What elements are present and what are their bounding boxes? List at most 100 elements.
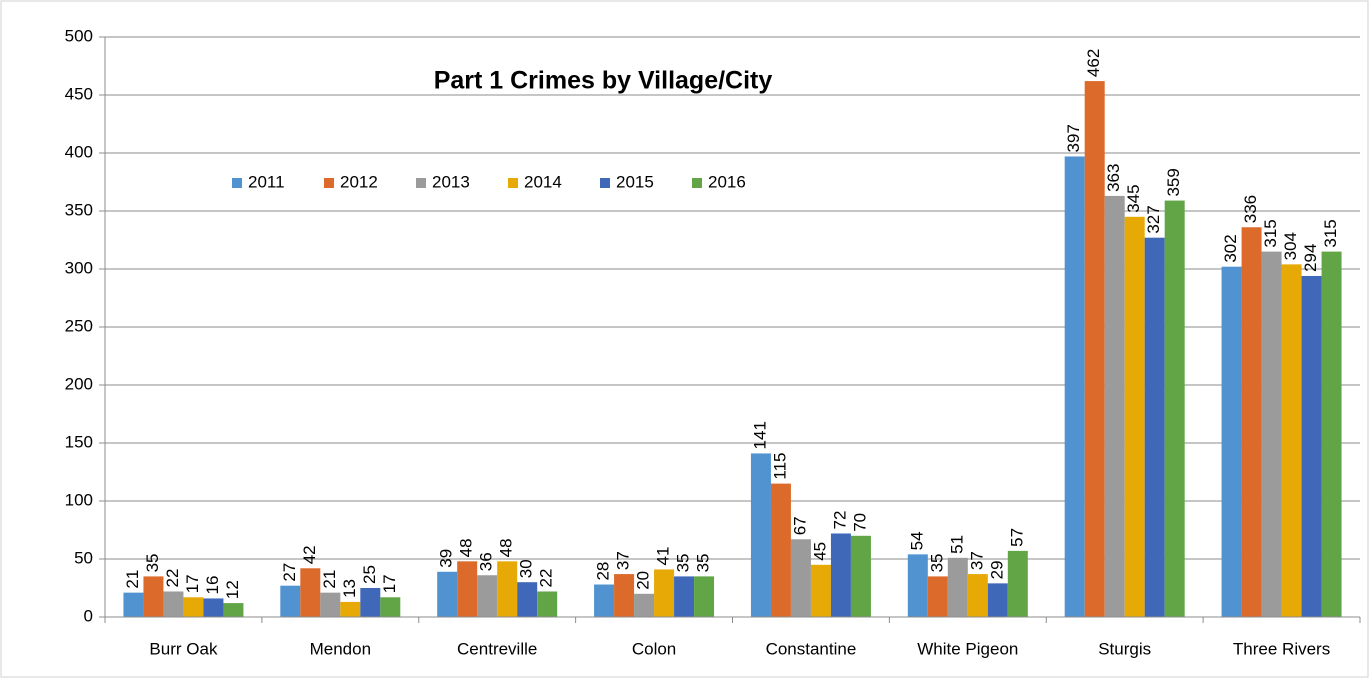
bar — [163, 591, 184, 617]
bar — [750, 453, 771, 617]
data-label: 35 — [927, 553, 946, 572]
bar — [1281, 264, 1302, 617]
bar — [1301, 275, 1322, 617]
bar — [1164, 200, 1185, 617]
data-label: 397 — [1064, 124, 1083, 152]
data-label: 30 — [517, 559, 536, 578]
x-tick-label: Burr Oak — [149, 639, 218, 658]
bar — [1261, 251, 1282, 617]
data-label: 72 — [830, 511, 849, 530]
chart-title: Part 1 Crimes by Village/City — [434, 67, 773, 95]
bar — [300, 568, 321, 617]
bar — [770, 483, 791, 617]
data-label: 37 — [614, 551, 633, 570]
data-label: 29 — [987, 560, 1006, 579]
bar — [1124, 216, 1145, 618]
data-label: 359 — [1164, 168, 1183, 196]
data-label: 51 — [947, 535, 966, 554]
bar — [594, 584, 615, 617]
y-tick-label: 250 — [65, 316, 93, 335]
data-label: 48 — [457, 538, 476, 557]
x-tick-label: Mendon — [310, 639, 371, 658]
y-tick-label: 0 — [84, 606, 93, 625]
data-label: 25 — [360, 565, 379, 584]
bar — [1144, 237, 1165, 617]
data-label: 35 — [694, 553, 713, 572]
bar — [1221, 266, 1242, 617]
y-tick-label: 450 — [65, 84, 93, 103]
data-label: 45 — [810, 542, 829, 561]
legend-swatch — [232, 178, 242, 188]
data-label: 57 — [1007, 528, 1026, 547]
x-tick-label: Colon — [632, 639, 676, 658]
bar — [320, 592, 341, 617]
data-label: 363 — [1104, 164, 1123, 192]
legend-swatch — [508, 178, 518, 188]
y-tick-label: 400 — [65, 142, 93, 161]
data-label: 41 — [654, 547, 673, 566]
legend-swatch — [600, 178, 610, 188]
bar — [810, 564, 831, 617]
data-label: 35 — [674, 553, 693, 572]
data-label: 22 — [163, 569, 182, 588]
x-tick-label: Three Rivers — [1233, 639, 1330, 658]
legend-swatch — [416, 178, 426, 188]
data-label: 35 — [143, 553, 162, 572]
data-label: 327 — [1144, 205, 1163, 233]
x-tick-label: Constantine — [766, 639, 857, 658]
bar — [437, 571, 458, 617]
bar — [497, 561, 518, 617]
data-label: 36 — [477, 552, 496, 571]
data-label: 16 — [203, 576, 222, 595]
data-label: 302 — [1221, 234, 1240, 262]
bar — [143, 576, 164, 617]
bar — [967, 574, 988, 617]
bar — [790, 539, 811, 617]
data-label: 54 — [907, 531, 926, 550]
legend-swatch — [692, 178, 702, 188]
data-label: 21 — [123, 570, 142, 589]
y-tick-label: 200 — [65, 374, 93, 393]
bar — [457, 561, 478, 617]
bar — [1084, 81, 1105, 617]
bar — [517, 582, 538, 617]
bar — [340, 601, 361, 617]
legend-swatch — [324, 178, 334, 188]
y-tick-label: 100 — [65, 490, 93, 509]
data-label: 28 — [594, 562, 613, 581]
data-label: 17 — [380, 574, 399, 593]
legend-label: 2012 — [340, 172, 378, 191]
data-label: 21 — [320, 570, 339, 589]
bar — [183, 597, 204, 617]
legend-label: 2011 — [248, 172, 285, 191]
data-label: 315 — [1321, 219, 1340, 247]
x-tick-label: White Pigeon — [917, 639, 1018, 658]
data-label: 294 — [1301, 244, 1320, 272]
data-label: 42 — [300, 545, 319, 564]
data-label: 17 — [183, 574, 202, 593]
bar — [1064, 156, 1085, 618]
data-label: 39 — [437, 549, 456, 568]
data-label: 22 — [537, 569, 556, 588]
bar — [537, 591, 558, 617]
bar — [477, 575, 498, 617]
bar — [223, 603, 244, 617]
bar — [203, 598, 224, 617]
bar — [947, 557, 968, 617]
data-label: 141 — [750, 421, 769, 449]
data-label: 13 — [340, 579, 359, 598]
data-label: 462 — [1084, 49, 1103, 77]
x-tick-label: Centreville — [457, 639, 537, 658]
bar — [927, 576, 948, 617]
legend-label: 2013 — [432, 172, 470, 191]
data-label: 345 — [1124, 184, 1143, 212]
bar — [654, 569, 675, 617]
bar — [830, 533, 851, 617]
data-label: 336 — [1241, 195, 1260, 223]
data-label: 315 — [1261, 219, 1280, 247]
data-label: 115 — [770, 452, 789, 479]
bar — [1007, 550, 1028, 617]
data-label: 70 — [850, 513, 869, 532]
data-label: 12 — [223, 580, 242, 599]
